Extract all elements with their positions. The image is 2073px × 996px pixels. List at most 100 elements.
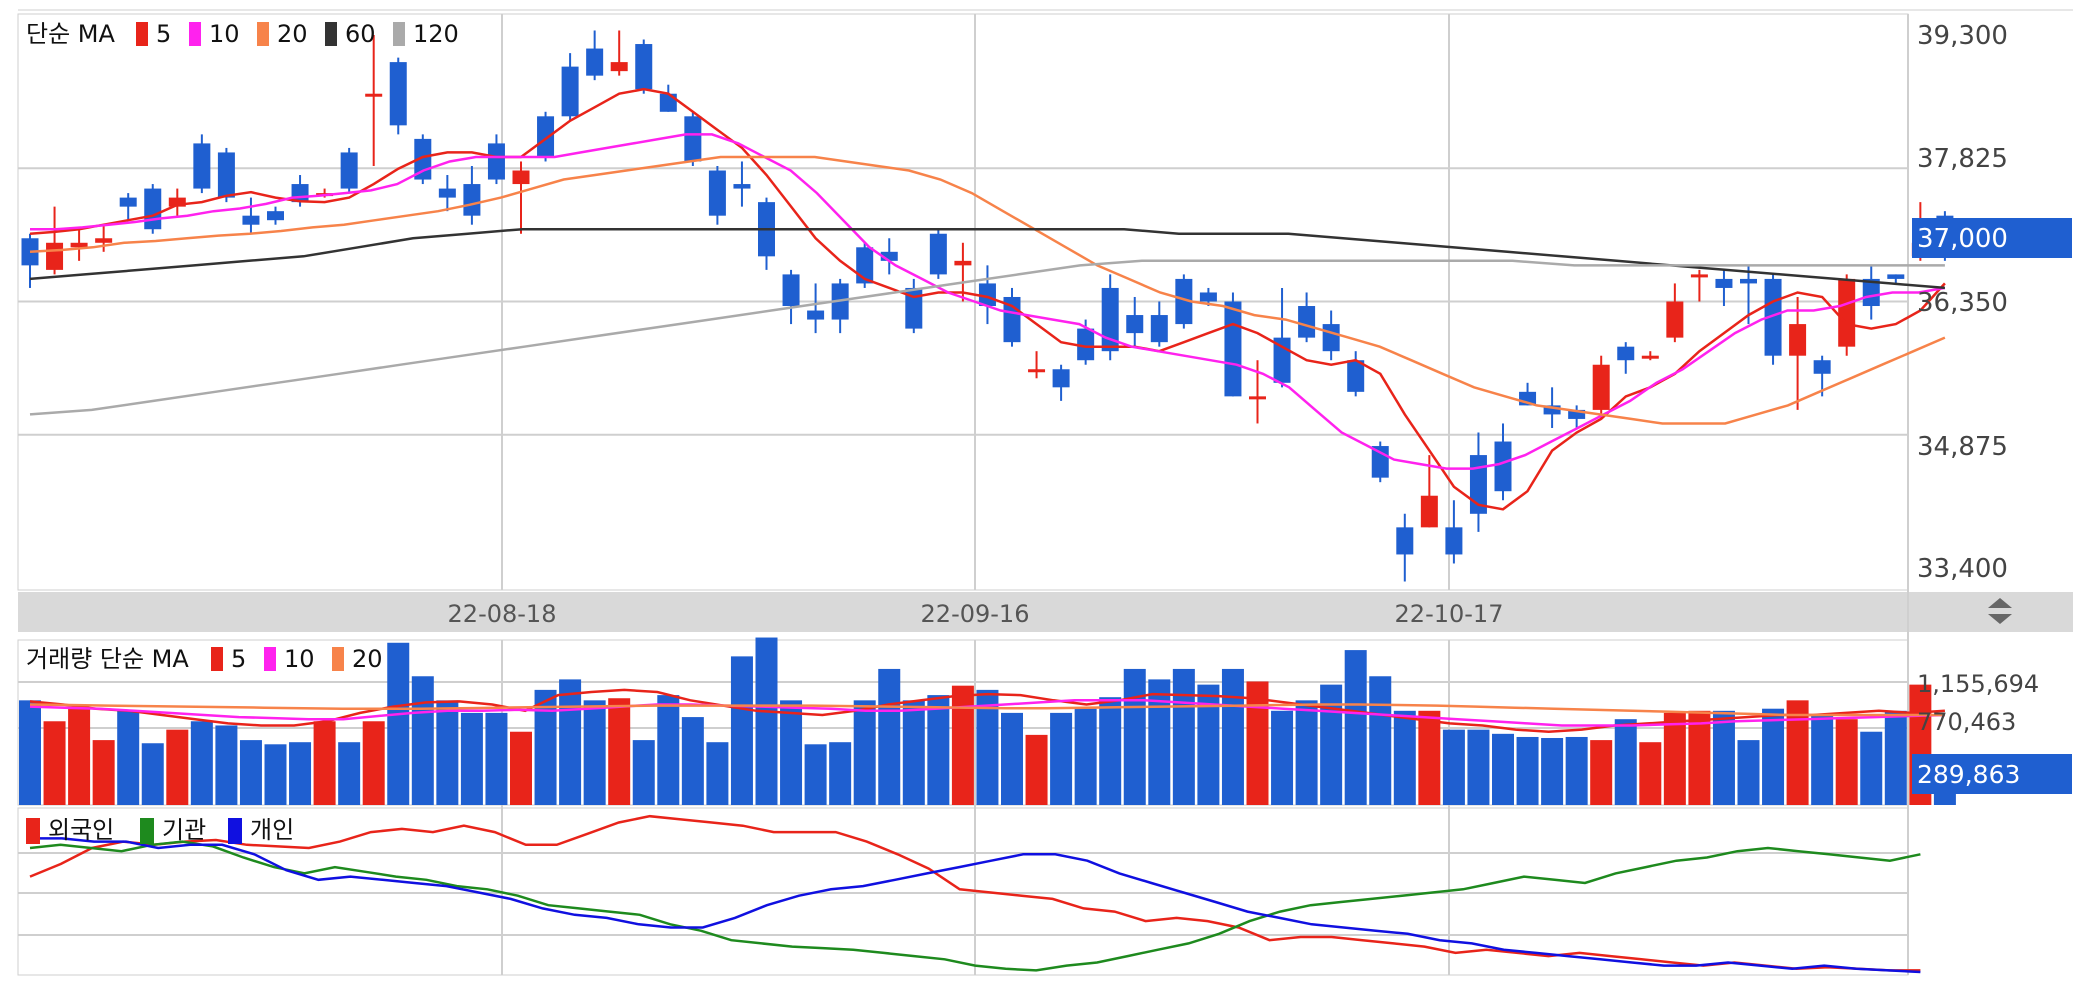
volume-bar (68, 708, 91, 805)
legend-swatch (189, 22, 201, 46)
volume-bar (1442, 729, 1465, 805)
volume-bar (436, 700, 459, 805)
volume-bar (411, 676, 434, 805)
candle-body (1838, 278, 1856, 347)
volume-bar (1614, 719, 1637, 805)
volume-bar (239, 740, 262, 805)
volume-bar (951, 685, 974, 805)
candle-body (1028, 369, 1046, 373)
candle-body (1887, 274, 1905, 279)
candle-body (684, 116, 702, 162)
volume-bar (878, 668, 901, 805)
candle-body (1420, 495, 1438, 528)
candle-body (1396, 527, 1414, 555)
volume-bar (1565, 736, 1588, 805)
date-bar (18, 592, 1908, 632)
candle-body (365, 93, 383, 97)
candle-body (119, 197, 137, 207)
candle-body (168, 197, 186, 207)
volume-bar (1762, 708, 1785, 805)
volume-bar (1197, 684, 1220, 805)
legend-label: 개인 (250, 816, 294, 844)
scroll-down-arrow-icon[interactable] (1988, 614, 2012, 624)
candle-body (1175, 278, 1193, 325)
candle-body (978, 283, 996, 307)
volume-bar (657, 695, 680, 805)
volume-ma-line (29, 699, 1945, 727)
candle-body (1813, 360, 1831, 374)
volume-bar (1541, 738, 1564, 805)
investor-line-1 (29, 840, 1921, 972)
candle-body (1052, 369, 1070, 388)
legend-swatch (136, 22, 148, 46)
candle-body (340, 152, 358, 189)
date-bar-right (1908, 592, 2073, 632)
volume-bar (1639, 742, 1662, 805)
volume-bar (313, 721, 336, 805)
ma-60-line (29, 227, 1946, 290)
volume-bar (1811, 716, 1834, 805)
ma-120-line (29, 259, 1945, 416)
volume-bar (19, 700, 41, 805)
candle-body (1077, 328, 1095, 361)
volume-bar (1492, 733, 1514, 805)
volume-bar (730, 656, 753, 805)
candle-body (389, 62, 407, 126)
date-label: 22-09-16 (921, 600, 1030, 628)
legend-swatch (393, 22, 405, 46)
volume-bar (510, 731, 532, 805)
candle-body (242, 215, 260, 225)
volume-bar (1884, 710, 1907, 805)
volume-bar (829, 742, 852, 805)
volume-bar (583, 700, 606, 805)
date-label: 22-10-17 (1395, 600, 1504, 628)
candle-body (1764, 278, 1782, 356)
candle-body (954, 260, 972, 266)
investor-panel-frame (17, 807, 1909, 976)
legend-label: 60 (345, 20, 376, 48)
volume-bar (1025, 734, 1048, 805)
volume-bar (681, 717, 704, 805)
candle-body (635, 44, 653, 90)
volume-bar (43, 721, 66, 805)
legend-label: 120 (413, 20, 459, 48)
candle-body (586, 48, 604, 76)
scroll-up-arrow-icon[interactable] (1988, 598, 2012, 608)
candle-body (929, 233, 947, 275)
legend-swatch (257, 22, 269, 46)
price-axis-label: 37,825 (1917, 144, 2008, 174)
candle-body (708, 170, 726, 216)
volume-bar (1123, 668, 1146, 805)
volume-bar (632, 740, 655, 805)
candle-body (659, 93, 677, 112)
volume-bar (1786, 700, 1809, 805)
volume-bar (1050, 712, 1073, 805)
investor-line-0 (29, 814, 1921, 972)
candle-body (512, 170, 530, 185)
volume-bar (1467, 729, 1490, 805)
candle-body (733, 184, 751, 189)
volume-bar (927, 695, 950, 805)
legend-label: 10 (284, 645, 315, 673)
price-axis-label: 34,875 (1917, 432, 2008, 462)
legend-label: 5 (231, 645, 246, 673)
volume-ma-line (29, 703, 1945, 717)
volume-bar (902, 700, 925, 805)
candle-body (487, 143, 505, 180)
volume-bar (1221, 668, 1244, 805)
volume-bar (1369, 676, 1392, 805)
candle-body (1322, 324, 1340, 352)
volume-bar (780, 700, 803, 805)
legend-swatch (26, 818, 40, 844)
candle-body (537, 116, 555, 157)
legend-label: 20 (352, 645, 383, 673)
legend-swatch (140, 818, 154, 844)
volume-bar (1737, 740, 1760, 805)
volume-bar (1393, 710, 1416, 805)
candle-body (438, 188, 456, 198)
candle-body (1371, 446, 1389, 478)
candle-body (782, 274, 800, 307)
candle-body (610, 62, 628, 72)
